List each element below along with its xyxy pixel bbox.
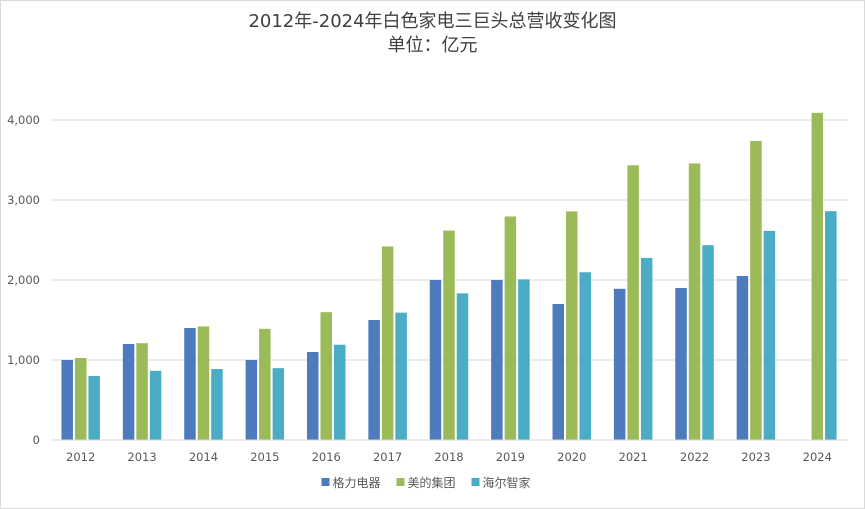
bar-2024-海尔智家 [825, 211, 837, 440]
x-tick-label: 2015 [250, 450, 279, 464]
bar-2018-格力电器 [429, 280, 442, 440]
x-tick-label: 2020 [557, 450, 586, 464]
bar-2013-美的集团 [136, 343, 148, 440]
bar-2013-海尔智家 [149, 370, 162, 440]
bar-2017-格力电器 [368, 320, 380, 440]
bar-2020-美的集团 [566, 211, 578, 440]
legend-swatch [471, 478, 480, 486]
x-tick-label: 2021 [619, 450, 648, 464]
bar-2013-格力电器 [122, 344, 135, 440]
bar-2014-海尔智家 [211, 369, 223, 440]
bar-2022-海尔智家 [702, 245, 714, 440]
y-tick-label: 0 [33, 433, 40, 447]
bar-2021-美的集团 [627, 165, 639, 440]
bar-2019-格力电器 [491, 280, 503, 440]
legend-label: 美的集团 [408, 475, 456, 490]
bar-2012-海尔智家 [88, 376, 100, 440]
bar-2023-美的集团 [750, 141, 762, 441]
bar-2022-格力电器 [675, 288, 687, 440]
bar-2016-美的集团 [320, 312, 332, 440]
x-tick-label: 2022 [680, 450, 709, 464]
bar-2015-格力电器 [245, 360, 258, 440]
bar-2021-格力电器 [613, 288, 626, 440]
bar-2015-海尔智家 [272, 368, 285, 440]
bar-2019-海尔智家 [518, 279, 530, 440]
bar-2017-海尔智家 [395, 312, 407, 440]
y-axis-tick-labels: 0 1,000 2,000 3,000 4,000 [7, 113, 40, 447]
bar-2022-美的集团 [688, 163, 701, 440]
chart-subtitle: 单位：亿元 [387, 35, 478, 56]
x-tick-label: 2023 [741, 450, 770, 464]
bar-2012-格力电器 [61, 360, 73, 440]
bar-2024-美的集团 [811, 112, 824, 441]
x-tick-label: 2017 [373, 450, 402, 464]
chart-title-block: 2012年-2024年白色家电三巨头总营收变化图 单位：亿元 [0, 10, 865, 58]
y-tick-label: 2,000 [7, 273, 40, 287]
x-tick-label: 2024 [803, 450, 832, 464]
x-axis-tick-labels: 2012 2013 2014 2015 2016 2017 2018 2019 2020 2021… [66, 450, 832, 464]
bar-2020-格力电器 [552, 304, 565, 440]
x-tick-label: 2014 [189, 450, 218, 464]
bars [61, 112, 837, 441]
bar-2018-海尔智家 [456, 293, 469, 440]
chart-title: 2012年-2024年白色家电三巨头总营收变化图 [248, 11, 617, 32]
x-tick-label: 2018 [434, 450, 463, 464]
legend: 格力电器 美的集团 海尔智家 [321, 475, 531, 490]
x-tick-label: 2016 [312, 450, 341, 464]
bar-2020-海尔智家 [579, 272, 592, 440]
bar-2019-美的集团 [504, 216, 517, 440]
y-tick-label: 1,000 [7, 353, 40, 367]
bar-2014-美的集团 [197, 326, 210, 440]
bar-2012-美的集团 [74, 358, 87, 440]
bar-2015-美的集团 [259, 328, 271, 440]
bar-2017-美的集团 [381, 246, 394, 440]
y-tick-label: 3,000 [7, 193, 40, 207]
bar-2014-格力电器 [184, 328, 196, 440]
x-tick-label: 2012 [66, 450, 95, 464]
bar-2016-海尔智家 [333, 344, 346, 440]
bar-2016-格力电器 [306, 352, 319, 440]
bar-2018-美的集团 [443, 230, 455, 440]
bar-2021-海尔智家 [640, 257, 653, 440]
x-tick-label: 2013 [127, 450, 156, 464]
x-tick-label: 2019 [496, 450, 525, 464]
bar-2023-格力电器 [736, 276, 749, 440]
y-tick-label: 4,000 [7, 113, 40, 127]
legend-swatch [396, 478, 405, 486]
legend-label: 海尔智家 [483, 475, 531, 490]
legend-label: 格力电器 [333, 475, 381, 490]
bar-2023-海尔智家 [763, 230, 776, 440]
legend-swatch [321, 478, 330, 486]
